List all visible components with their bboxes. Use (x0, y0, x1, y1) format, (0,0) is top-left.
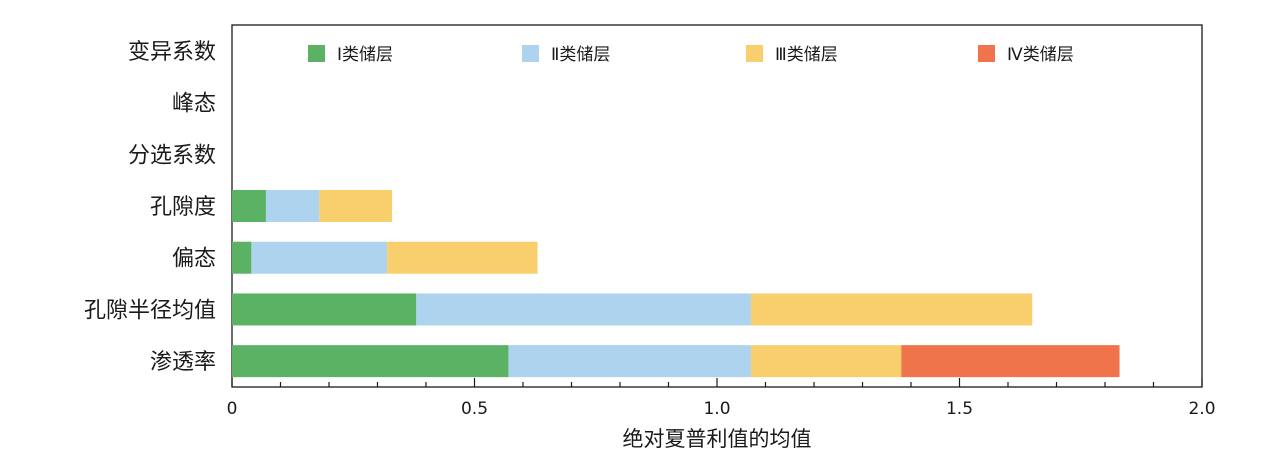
category-label: 峰态 (172, 92, 216, 117)
bar-segment-series-2 (416, 293, 751, 326)
category-label: 偏态 (172, 247, 216, 272)
bar-segment-series-3 (387, 241, 538, 274)
legend-label: Ⅲ类储层 (775, 45, 838, 65)
bar-segment-series-2 (251, 241, 388, 274)
bar-segment-series-4 (901, 345, 1120, 378)
x-axis-label: 绝对夏普利值的均值 (623, 427, 812, 451)
bar-segment-series-1 (232, 345, 509, 378)
x-axis: 0 0.5 1.0 1.5 2.0 (227, 378, 1216, 419)
legend-swatch (978, 45, 995, 62)
legend-label: Ⅱ类储层 (551, 45, 610, 65)
legend: Ⅰ类储层 Ⅱ类储层 Ⅲ类储层 Ⅳ类储层 (308, 45, 1074, 65)
bar-segment-series-2 (265, 190, 320, 222)
x-tick-label: 2.0 (1188, 399, 1215, 419)
legend-label: Ⅰ类储层 (337, 45, 393, 65)
category-label: 孔隙度 (150, 195, 216, 220)
bar-segment-series-3 (750, 293, 1033, 326)
bar-segment-series-3 (750, 345, 902, 378)
bar-segment-series-1 (232, 190, 266, 222)
x-tick-label: 0 (227, 399, 238, 419)
category-label: 变异系数 (128, 40, 216, 65)
category-label: 孔隙半径均值 (84, 298, 216, 323)
bar-segment-series-1 (232, 241, 252, 274)
legend-swatch (522, 45, 539, 62)
bar-segment-series-3 (319, 190, 393, 222)
legend-swatch (746, 45, 763, 62)
bars (232, 190, 1120, 378)
legend-label: Ⅳ类储层 (1007, 45, 1074, 65)
bar-segment-series-2 (508, 345, 751, 378)
x-tick-label: 1.0 (703, 399, 730, 419)
category-label: 渗透率 (150, 350, 216, 375)
category-label: 分选系数 (128, 143, 216, 168)
x-tick-label: 1.5 (946, 399, 973, 419)
legend-swatch (308, 45, 325, 62)
x-tick-label: 0.5 (461, 399, 488, 419)
bar-segment-series-1 (232, 293, 417, 326)
